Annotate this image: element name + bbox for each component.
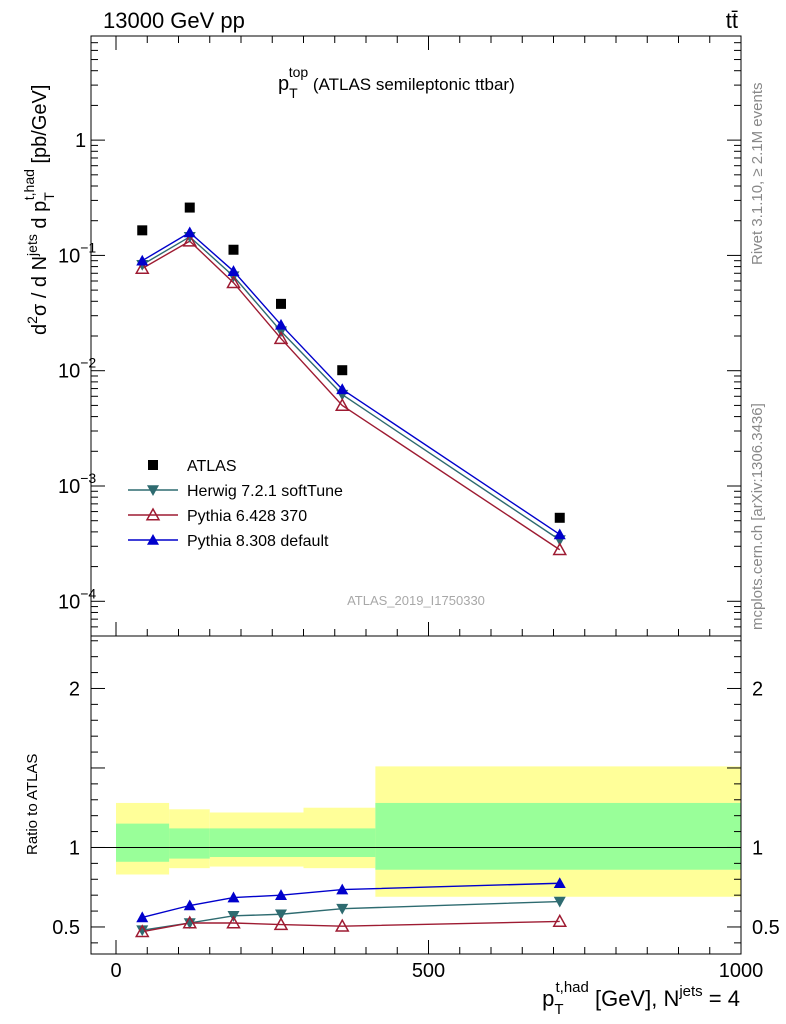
data-point (136, 254, 149, 266)
ratio-data-point (275, 889, 287, 900)
ratio-data-point (553, 896, 566, 908)
data-point (554, 512, 565, 523)
data-point (183, 226, 196, 238)
ratio-y-tick-label: 0.5 (52, 917, 80, 939)
legend-label: Pythia 6.428 370 (187, 508, 307, 525)
energy-label: 13000 GeV pp (103, 8, 245, 33)
ratio-panel-frame (90, 635, 742, 955)
data-point (552, 542, 568, 556)
series-line (141, 240, 561, 551)
x-axis-label: pTt,had [GeV], Njets = 4 (542, 979, 740, 1018)
legend-marker (147, 485, 159, 496)
data-point (182, 233, 198, 247)
data-point (227, 265, 240, 276)
ratio-series-markers (134, 877, 568, 938)
ratio-data-point (336, 883, 349, 895)
data-point (184, 202, 195, 213)
data-point (273, 331, 289, 345)
legend-label: Pythia 8.308 default (187, 533, 329, 550)
x-tick-label: 1000 (719, 960, 764, 982)
series-line (141, 235, 561, 541)
ratio-y-tick-label: 1 (752, 837, 763, 859)
data-point (137, 225, 148, 236)
y-tick-label: 10−1 (58, 239, 96, 267)
legend-label: ATLAS (187, 458, 237, 475)
ratio-data-point (552, 913, 568, 927)
inner-band (209, 828, 304, 858)
data-point (334, 397, 350, 411)
y-tick-label: 10−3 (58, 470, 96, 498)
ratio-axis-ticks: 0.5 0.5 1 1 2 2 0 500 1000 (52, 640, 780, 982)
data-point (553, 528, 566, 540)
ratio-data-point (226, 915, 241, 929)
y-tick-label: 10−2 (58, 355, 96, 383)
ratio-series-line (142, 920, 560, 933)
legend-marker (145, 507, 161, 521)
data-point (228, 244, 239, 255)
y-tick-label: 1 (75, 130, 86, 152)
main-title: pTtop (ATLAS semileptonic ttbar) (278, 64, 515, 101)
ratio-data-point (275, 909, 287, 921)
ratio-y-tick-label: 2 (69, 678, 80, 700)
inner-band (169, 828, 210, 859)
y-tick-label: 10−4 (58, 585, 96, 613)
series-line (141, 231, 561, 536)
data-point (226, 275, 241, 289)
data-point (276, 298, 286, 309)
legend-marker (148, 460, 158, 470)
ratio-data-point (334, 918, 350, 932)
ratio-series-line (142, 882, 560, 919)
ratio-data-point (183, 899, 196, 911)
ratio-data-point (273, 917, 289, 931)
ratio-data-point (182, 915, 198, 929)
ratio-y-tick-label: 0.5 (752, 917, 780, 939)
main-axis-ticks: 10−4 10−3 10−2 10−1 1 (58, 35, 742, 637)
ratio-panel: 0.5 0.5 1 1 2 2 0 500 1000 Ratio to ATLAS pTt,ha… (24, 635, 780, 1018)
ratio-data-point (136, 911, 149, 923)
data-point (275, 318, 287, 330)
process-label: tt̄ (726, 8, 738, 33)
main-series-markers (134, 202, 568, 556)
legend-marker (147, 534, 159, 545)
data-point (336, 383, 349, 395)
data-point (337, 365, 348, 376)
ratio-data-point (336, 903, 349, 915)
legend-label: Herwig 7.2.1 softTune (187, 483, 343, 500)
watermark: ATLAS_2019_I1750330 (347, 593, 485, 608)
ratio-data-point (553, 877, 566, 889)
ratio-y-tick-label: 1 (69, 837, 80, 859)
inner-band (375, 802, 741, 870)
ratio-uncertainty-bands (116, 766, 741, 897)
rivet-label: Rivet 3.1.10, ≥ 2.1M events (749, 83, 766, 266)
ratio-y-axis-label: Ratio to ATLAS (24, 754, 41, 855)
inner-band (116, 823, 170, 862)
ratio-series-lines (142, 882, 560, 933)
ratio-data-point (227, 891, 240, 903)
mcplots-label: mcplots.cern.ch [arXiv:1306.3436] (749, 403, 766, 630)
data-point (134, 260, 150, 275)
ratio-data-point (134, 924, 150, 938)
x-tick-label: 500 (412, 960, 445, 982)
inner-band (303, 828, 376, 858)
x-tick-label: 0 (110, 960, 121, 982)
ratio-y-tick-label: 2 (752, 678, 763, 700)
main-y-axis-label: d2σ / d Njets d pTt,had [pb/GeV] (21, 85, 57, 335)
main-panel: 10−4 10−3 10−2 10−1 1 pTtop (ATLAS semilepto… (21, 35, 742, 637)
ratio-data-point (136, 925, 149, 937)
legend: ATLAS Herwig 7.2.1 softTune Pythia 6.428 3… (128, 458, 343, 550)
main-series-lines (141, 231, 561, 551)
